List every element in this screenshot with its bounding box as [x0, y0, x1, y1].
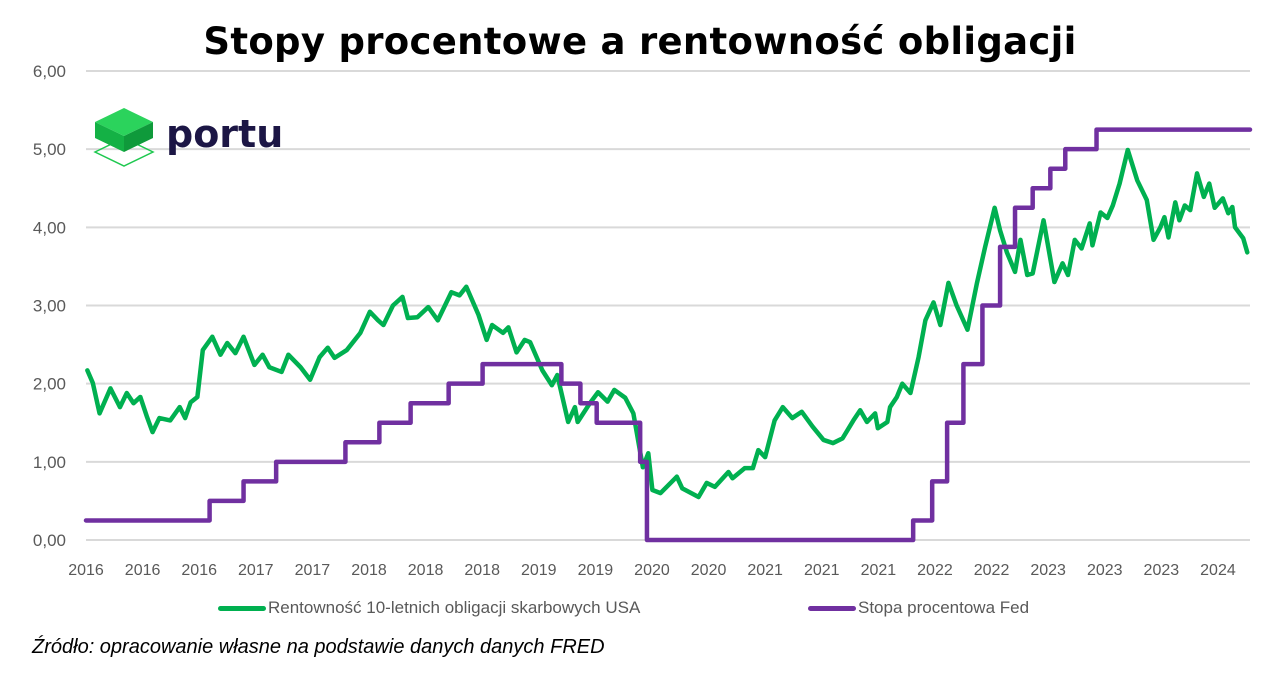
y-tick-label: 4,00	[33, 218, 66, 237]
x-tick-label: 2016	[181, 562, 217, 579]
y-tick-label: 6,00	[33, 62, 66, 81]
cube-logo-icon	[93, 108, 155, 167]
x-tick-label: 2016	[125, 562, 161, 579]
legend-label-yield: Rentowność 10-letnich obligacji skarbowy…	[268, 598, 641, 617]
x-tick-label: 2021	[804, 562, 840, 579]
y-tick-label: 3,00	[33, 297, 66, 316]
x-tick-label: 2023	[1144, 562, 1180, 579]
series-points	[87, 149, 1248, 498]
x-tick-label: 2021	[747, 562, 783, 579]
legend-label-fed: Stopa procentowa Fed	[858, 598, 1030, 617]
portu-logo: portu	[92, 104, 283, 172]
legend-swatch-green	[218, 605, 266, 611]
series-line-fed-rate	[83, 127, 1253, 543]
y-tick-label: 1,00	[33, 453, 66, 472]
source-note: Źródło: opracowanie własne na podstawie …	[32, 636, 605, 658]
legend-swatch-purple	[808, 605, 856, 611]
x-tick-label: 2021	[861, 562, 897, 579]
x-tick-label: 2017	[295, 562, 331, 579]
x-tick-label: 2020	[691, 562, 727, 579]
logo-text: portu	[166, 112, 284, 156]
x-tick-label: 2022	[974, 562, 1010, 579]
x-tick-label: 2019	[521, 562, 557, 579]
x-tick-label: 2019	[578, 562, 614, 579]
x-tick-label: 2020	[634, 562, 670, 579]
x-tick-label: 2018	[408, 562, 444, 579]
x-axis-ticks: 2016 2016 2016 2017 2017 2018 2018 2018 2019 2019…	[68, 562, 1236, 579]
series-points	[85, 129, 1251, 541]
legend-item-fed: Stopa procentowa Fed	[808, 598, 1029, 618]
x-tick-label: 2016	[68, 562, 104, 579]
x-tick-label: 2022	[917, 562, 953, 579]
y-tick-label: 5,00	[33, 140, 66, 159]
y-tick-label: 2,00	[33, 375, 66, 394]
chart-title: Stopy procentowe a rentowność obligacji	[203, 20, 1077, 63]
x-tick-label: 2024	[1200, 562, 1236, 579]
x-tick-label: 2023	[1087, 562, 1123, 579]
x-tick-label: 2018	[464, 562, 500, 579]
x-tick-label: 2017	[238, 562, 274, 579]
legend: Rentowność 10-letnich obligacji skarbowy…	[0, 598, 1280, 622]
y-axis-ticks: 0,00 1,00 2,00 3,00 4,00 5,00 6,00	[33, 62, 66, 550]
x-tick-label: 2018	[351, 562, 387, 579]
y-tick-label: 0,00	[33, 531, 66, 550]
legend-item-yield: Rentowność 10-letnich obligacji skarbowy…	[218, 598, 640, 618]
series-line-treasury-yield	[85, 147, 1250, 500]
x-tick-label: 2023	[1030, 562, 1066, 579]
series-lines	[83, 127, 1253, 543]
